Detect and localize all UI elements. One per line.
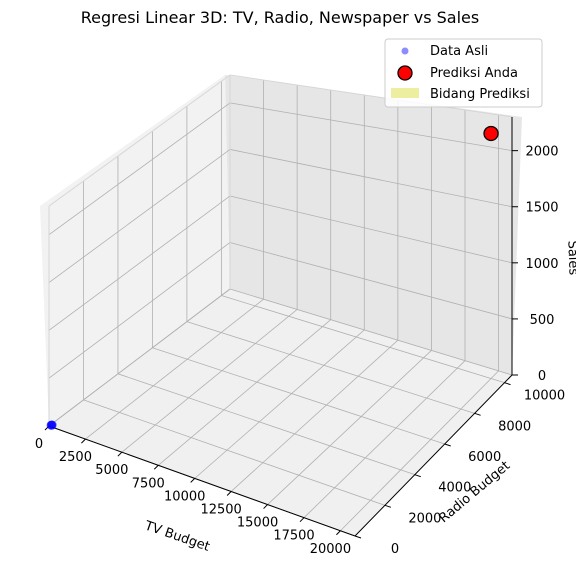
data-points [46, 125, 499, 430]
legend-marker-prediksi-anda [397, 65, 413, 81]
y-tick-mark [384, 504, 392, 508]
y-tick-label: 2000 [408, 511, 441, 526]
y-tick-mark [504, 382, 511, 386]
x-tick-label: 0 [35, 437, 43, 452]
x-tick-mark [153, 464, 159, 470]
y-tick-mark [474, 412, 481, 416]
x-grid-line [267, 350, 432, 505]
pane-edge [229, 74, 513, 118]
back-pane [225, 75, 522, 375]
y-tick-label: 10000 [524, 389, 565, 404]
x-tick-mark [81, 438, 86, 444]
y-tick-label: 8000 [498, 419, 531, 434]
z-grid-line [48, 242, 231, 379]
x-tick-mark [190, 478, 196, 483]
x-tick-label: 10000 [164, 489, 205, 504]
x-tick-label: 5000 [95, 463, 128, 478]
x-tick-label: 15000 [237, 516, 278, 531]
x-grid-line [194, 329, 365, 479]
x-grid-line [340, 370, 499, 532]
z-grid-line [229, 195, 513, 264]
z-grid-line [229, 149, 513, 208]
legend-marker-data-asli [401, 47, 409, 55]
legend-marker-bidang-prediksi [391, 88, 419, 98]
x-tick-label: 2500 [59, 450, 92, 465]
x-tick-mark [226, 491, 232, 496]
z-axis-label: Sales [564, 240, 576, 275]
legend: Data Asli Prediksi Anda Bidang Prediksi [384, 38, 543, 108]
z-tick-label: 1500 [525, 201, 558, 216]
y-grid-line [152, 347, 445, 445]
x-grid-line [303, 360, 466, 518]
x-tick-label: 7500 [132, 476, 165, 491]
y-tick-label: 4000 [438, 481, 471, 496]
y-tick-mark [444, 443, 451, 447]
x-tick-label: 20000 [310, 542, 351, 557]
y-grid-line [117, 373, 415, 476]
y-tick-mark [354, 535, 362, 539]
y-axis-line [354, 374, 513, 537]
x-grid-line [230, 339, 399, 492]
y-tick-mark [414, 474, 421, 478]
legend-label-prediksi-anda: Prediksi Anda [430, 66, 518, 81]
z-grid-line [48, 195, 231, 331]
legend-box [384, 38, 543, 108]
x-grid-line [158, 319, 331, 466]
data-point [46, 420, 56, 430]
y-grid-line [186, 321, 475, 414]
z-tick-label: 2000 [525, 145, 558, 160]
x-tick-mark [117, 451, 123, 457]
z-tick-label: 1000 [525, 257, 558, 272]
y-grid-line [221, 295, 505, 384]
x-tick-label: 17500 [273, 529, 314, 544]
x-axis-label: TV Budget [142, 518, 212, 555]
z-grid-line [229, 102, 513, 152]
x-tick-mark [299, 517, 305, 523]
x-grid-line [121, 309, 298, 453]
z-grid-line [48, 288, 231, 427]
left-pane [40, 75, 230, 426]
y-tick-label: 6000 [468, 450, 501, 465]
z-tick-label: 500 [530, 313, 555, 328]
x-grid-line [85, 298, 264, 440]
x-tick-mark [336, 530, 341, 536]
legend-label-bidang-prediksi: Bidang Prediksi [430, 87, 530, 102]
pane-edge [48, 74, 231, 207]
z-grid-line [229, 288, 513, 376]
z-grid-line [48, 102, 231, 236]
x-tick-label: 12500 [200, 502, 241, 517]
z-grid-line [229, 242, 513, 320]
y-grid-line [83, 399, 386, 506]
chart-title: Regresi Linear 3D: TV, Radio, Newspaper … [81, 8, 479, 27]
z-grid-line [48, 149, 231, 283]
x-tick-mark [263, 504, 268, 509]
y-tick-label: 0 [391, 542, 399, 557]
legend-label-data-asli: Data Asli [430, 44, 488, 59]
z-tick-label: 0 [538, 369, 546, 384]
prediction-point [483, 125, 499, 142]
